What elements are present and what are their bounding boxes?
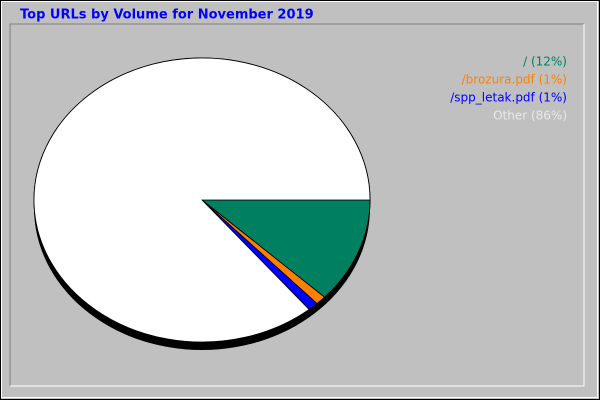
legend-entry: Other (86%) [493, 109, 567, 123]
frame [10, 24, 585, 387]
pie-slice [200, 199, 371, 298]
chart-title: Top URLs by Volume for November 2019 [20, 8, 314, 23]
legend-entry: /spp_letak.pdf (1%) [450, 91, 567, 105]
pie-slice [33, 57, 371, 343]
legend-entry: / (12%) [523, 55, 567, 69]
frame [9, 23, 584, 386]
legend-entry: /brozura.pdf (1%) [462, 73, 567, 87]
